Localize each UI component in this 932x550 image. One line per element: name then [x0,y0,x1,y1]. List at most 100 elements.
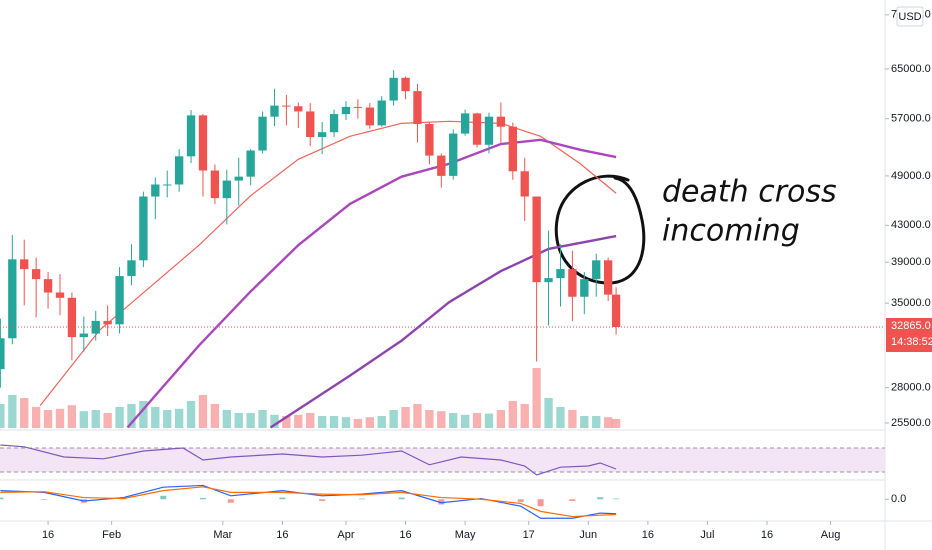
volume-bar [341,417,351,428]
y-tick-label: 39000.0 [891,256,931,268]
moving-average [126,138,617,429]
candle-body [401,77,410,92]
volume-bar [198,395,208,428]
candle-body [611,294,621,328]
volume-bar [568,410,577,428]
macd-histogram-bar [227,499,234,503]
candle-body [246,150,255,177]
candle-body [425,124,434,156]
volume-bar [91,410,100,428]
countdown: 14:38:52 [891,336,932,348]
candle-body [353,106,363,108]
candle-body [520,171,529,197]
y-tick-label: 65000.0 [891,63,931,75]
volume-bar [592,416,601,428]
volume-bar [532,368,541,428]
volume-bar [222,410,231,428]
moving-average [39,120,617,406]
volume-bar [210,404,220,428]
macd-histogram-bar [160,495,167,500]
volume-bar [174,408,184,428]
macd-histogram-bar [537,499,544,507]
last-price-box [886,318,932,353]
macd-histogram-bar [438,499,445,505]
y-tick-label: 0.0 [891,493,906,505]
volume-bar [8,395,17,428]
candle-body [460,113,470,134]
macd-histogram-bar [597,497,604,500]
volume-bar [377,416,386,428]
candle-body [496,116,506,127]
volume-bar [258,410,267,428]
volume-bar [151,407,160,428]
candle-body [508,126,517,172]
candle-body [413,91,422,125]
volume-bar [425,410,434,428]
candle-body [389,77,398,101]
volume-bar [580,416,589,428]
volume-bar [508,401,517,428]
x-tick-label: Apr [337,529,354,541]
currency: USD [898,11,921,23]
volume-bar [246,413,255,428]
volume-bar [79,411,88,428]
x-tick-label: 17 [523,529,535,541]
x-tick-label: Jun [579,529,597,541]
macd-histogram-bar [358,498,365,500]
candle-body [163,184,172,186]
candle-body [210,170,220,199]
candle-body [437,155,446,176]
candle-body [31,269,41,280]
x-tick-label: Mar [213,529,232,541]
macd-signal-line [0,486,617,518]
x-tick-label: Aug [821,529,841,541]
macd-histogram-bar [398,497,405,500]
volume-bar [611,419,621,428]
volume-bar [437,411,446,428]
volume-bar [365,417,374,428]
candle-body [341,106,351,115]
last-price-label: 32865.0 [891,320,931,332]
macd-histogram-bar [0,497,4,500]
candle-body [472,113,482,145]
candle-body [532,196,541,283]
volume-bar [31,407,41,428]
volume-bar [163,410,172,428]
volume-bar [103,413,112,428]
y-tick-label: 25500.0 [891,417,931,429]
candle-body [603,260,613,295]
candle-body [91,320,100,334]
volume-bar [401,407,410,428]
candle-body [79,333,88,338]
x-tick-label: 16 [761,529,773,541]
candle-body [282,105,291,107]
volume-bar [460,414,470,428]
volume-bar [603,417,613,428]
volume-bar [282,416,291,428]
volume-bar [270,414,279,428]
volume-bar [186,401,196,428]
moving-average [269,234,617,429]
candle-body [234,176,243,181]
y-tick-label: 43000.0 [891,219,931,231]
y-tick-label: 28000.0 [891,382,931,394]
volume-bar [294,414,303,428]
candle-body [544,278,553,283]
volume-bar [20,398,29,428]
candle-body [592,260,601,280]
candle-body [568,269,577,297]
x-tick-label: 16 [642,529,654,541]
candle-body [484,116,494,145]
macd-histogram-bar [199,497,206,500]
candle-body [294,106,303,112]
candle-body [174,156,184,185]
candle-body [329,114,339,133]
volume-bar [43,410,53,428]
candle-body [67,297,77,338]
volume-bar [329,416,339,428]
macd-histogram-bar [279,497,286,500]
currency-badge [896,6,924,27]
x-tick-label: 16 [276,529,288,541]
candle-body [365,107,374,126]
